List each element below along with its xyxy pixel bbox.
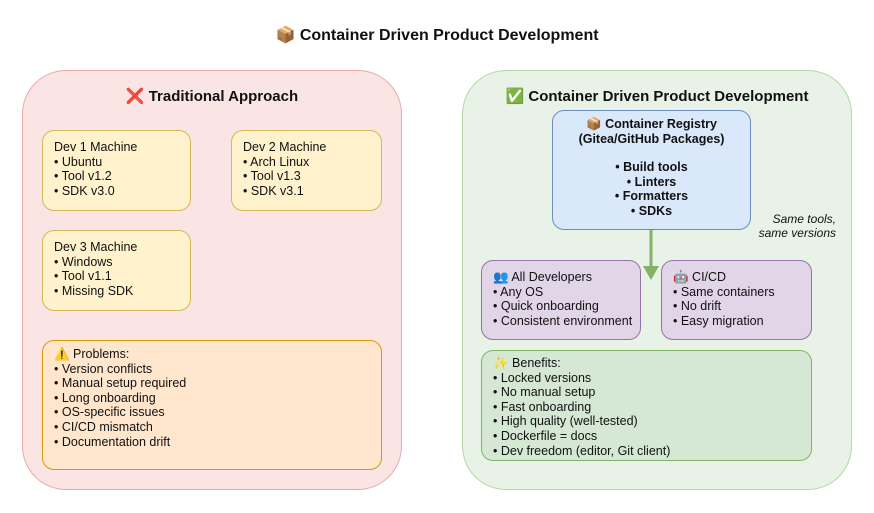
dev1-item: • SDK v3.0 [54,183,115,198]
problem-item: • Version conflicts [54,361,153,376]
dev2-item: • Arch Linux [243,154,310,169]
problems-title: ⚠️ Problems: [54,347,130,361]
cicd-title: 🤖 CI/CD [673,270,727,284]
diagram-title: 📦 Container Driven Product Development [275,27,599,44]
dev3-title: Dev 3 Machine [54,240,138,254]
benefit-item: • High quality (well-tested) [493,414,638,429]
dev3-item: • Missing SDK [54,283,134,298]
container-heading: ✅ Container Driven Product Development [505,88,809,105]
benefit-item: • No manual setup [493,385,596,400]
registry-item: • Formatters [614,189,689,204]
benefit-item: • Dev freedom (editor, Git client) [493,443,671,458]
traditional-heading: ❌ Traditional Approach [125,88,299,105]
dev2-title: Dev 2 Machine [243,140,327,154]
problem-item: • OS-specific issues [54,405,165,420]
dev1-item: • Ubuntu [54,154,103,169]
cicd-box: 🤖 CI/CD • Same containers • No drift • E… [661,260,812,340]
cicd-item: • Easy migration [673,313,764,328]
problem-item: • CI/CD mismatch [54,419,153,434]
problem-item: • Manual setup required [54,376,187,391]
dev1-machine-box: Dev 1 Machine • Ubuntu • Tool v1.2 • SDK… [42,130,191,211]
problems-box: ⚠️ Problems: • Version conflicts • Manua… [42,340,382,470]
all-developers-box: 👥 All Developers • Any OS • Quick onboar… [481,260,641,340]
benefit-item: • Fast onboarding [493,399,592,414]
developers-item: • Consistent environment [493,313,633,328]
dev2-machine-box: Dev 2 Machine • Arch Linux • Tool v1.3 •… [231,130,382,211]
problem-item: • Documentation drift [54,434,171,449]
dev1-item: • Tool v1.2 [54,169,112,184]
registry-item: • Linters [626,174,677,189]
container-registry-box: 📦 Container Registry (Gitea/GitHub Packa… [552,110,751,230]
benefit-item: • Dockerfile = docs [493,428,598,443]
dev3-item: • Tool v1.1 [54,269,112,284]
dev1-title: Dev 1 Machine [54,140,138,154]
developers-item: • Any OS [493,284,544,299]
cicd-item: • Same containers [673,284,775,299]
dev3-machine-box: Dev 3 Machine • Windows • Tool v1.1 • Mi… [42,230,191,311]
dev2-item: • Tool v1.3 [243,169,301,184]
registry-item: • Build tools [615,160,688,175]
benefits-box: ✨ Benefits: • Locked versions • No manua… [481,350,812,461]
registry-title: 📦 Container Registry [586,117,717,131]
developers-title: 👥 All Developers [493,270,592,284]
dev2-item: • SDK v3.1 [243,183,304,198]
problem-item: • Long onboarding [54,390,156,405]
benefit-item: • Locked versions [493,370,592,385]
cicd-item: • No drift [673,299,722,314]
registry-subtitle: (Gitea/GitHub Packages) [578,131,725,146]
arrow-label: Same tools, same versions [758,212,836,240]
registry-item: • SDKs [630,203,673,218]
registry-to-consumers-arrow [643,230,659,280]
benefits-title: ✨ Benefits: [493,356,561,370]
developers-item: • Quick onboarding [493,299,599,314]
dev3-item: • Windows [54,254,113,269]
